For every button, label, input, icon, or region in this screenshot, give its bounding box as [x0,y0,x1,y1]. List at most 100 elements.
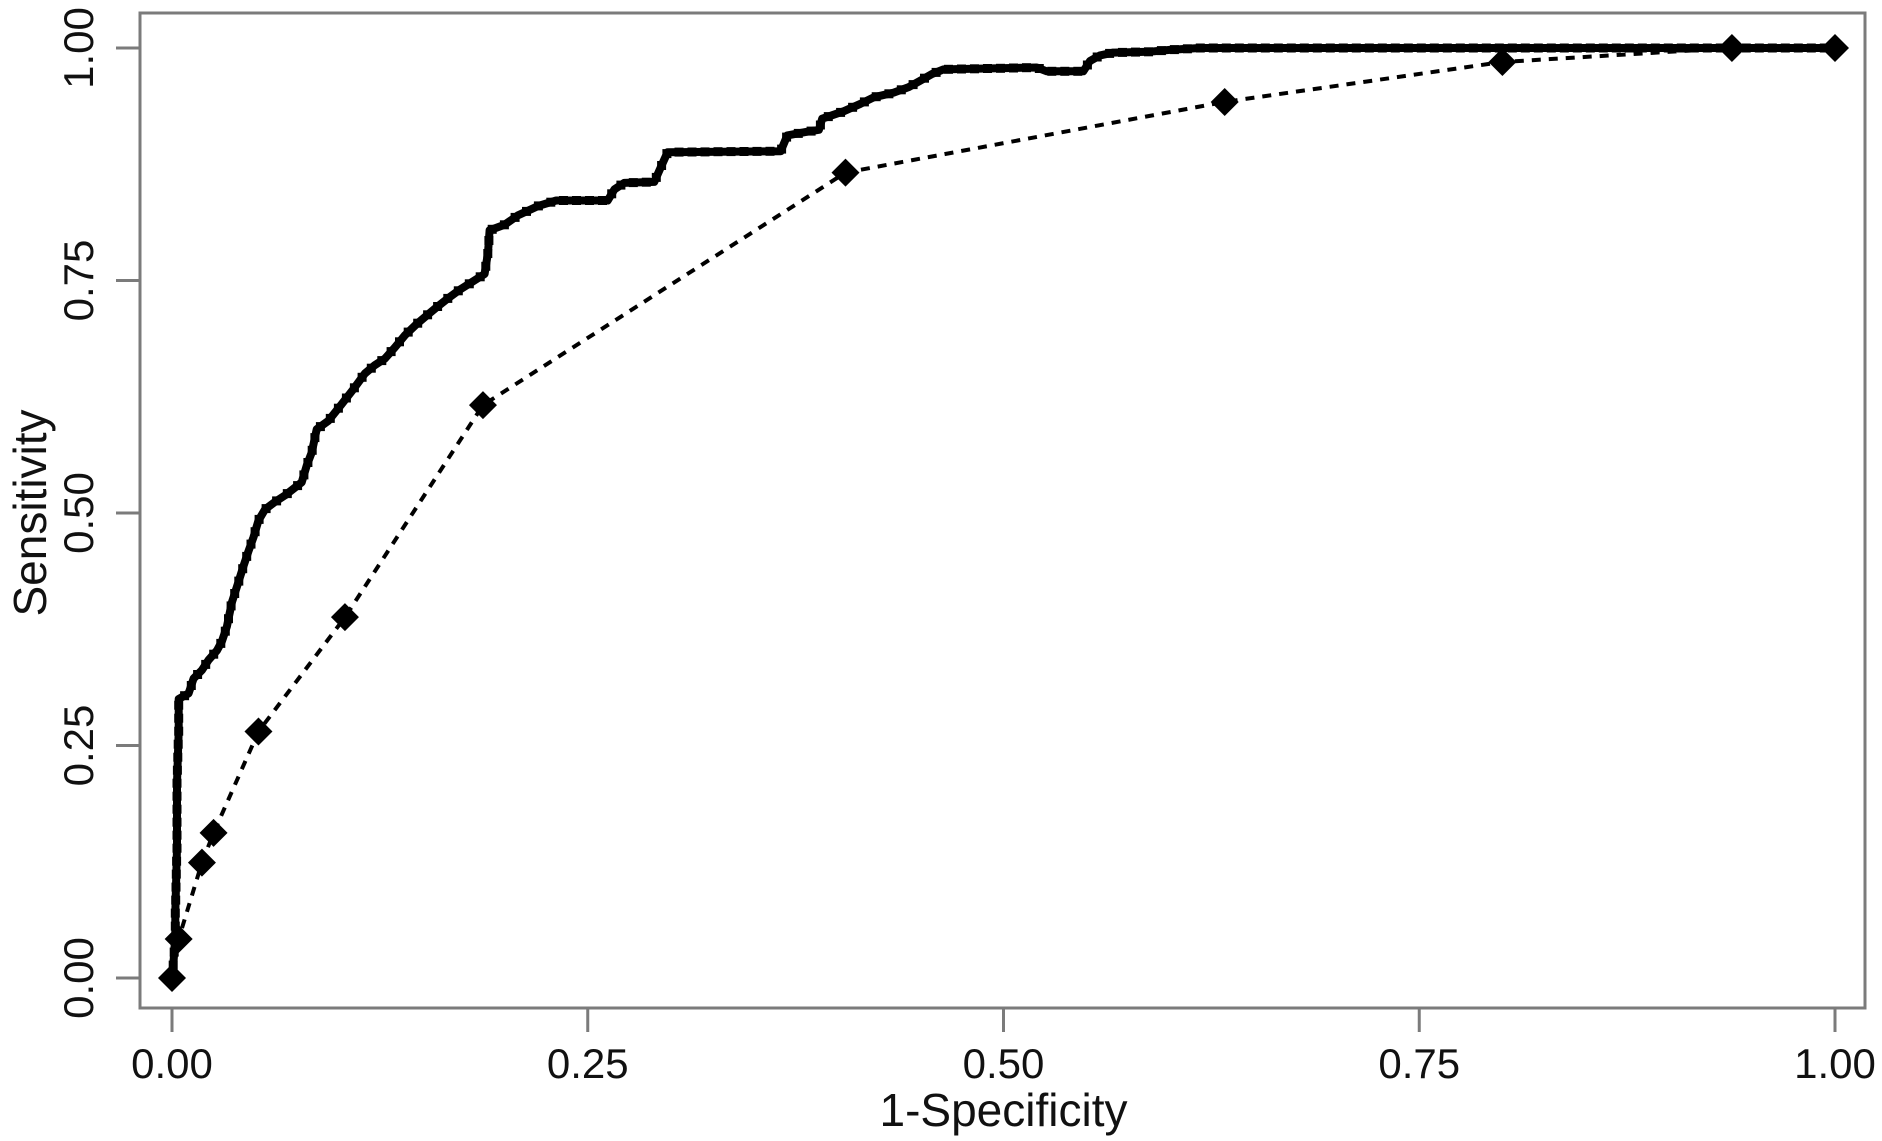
square-marker [170,934,180,944]
square-marker [246,539,256,549]
square-marker [423,310,433,320]
diamond-marker [468,391,497,420]
square-marker [546,197,556,207]
square-marker [174,700,184,710]
square-marker [174,713,184,723]
square-marker [1806,43,1816,53]
diamond-marker [831,158,860,187]
square-marker [983,64,992,73]
square-marker [793,128,803,138]
square-marker [616,180,626,190]
square-marker [169,947,179,957]
square-marker [1082,60,1092,70]
square-marker [307,445,317,455]
square-marker [173,752,183,762]
square-marker [453,286,463,296]
x-tick-label: 0.00 [131,1040,213,1087]
square-marker [585,196,594,205]
square-marker [1034,64,1044,73]
square-marker [1221,43,1231,53]
square-marker [261,504,271,514]
square-marker [1156,46,1166,56]
square-marker [815,120,825,130]
square-marker [1092,52,1102,62]
square-marker [1468,43,1478,53]
square-marker [1364,43,1374,53]
square-marker [172,843,182,853]
square-marker [1009,63,1018,73]
square-marker [1455,43,1465,53]
square-marker [713,147,723,157]
square-marker [325,413,335,423]
y-tick-label: 0.50 [55,472,102,554]
square-marker [172,817,182,827]
square-marker [242,551,252,561]
square-marker [180,691,190,701]
square-marker [174,726,184,736]
square-marker [726,147,736,157]
square-marker [739,147,749,156]
square-marker [303,458,313,467]
square-marker [700,147,710,157]
square-marker [310,433,320,443]
square-marker [1689,43,1699,53]
y-tick-label: 1.00 [55,7,102,89]
square-marker [1780,43,1790,53]
diamond-marker [244,717,273,746]
square-marker [752,146,762,156]
square-marker [172,791,182,801]
square-marker [481,261,491,271]
square-marker [1325,43,1335,53]
square-marker [533,201,543,211]
square-marker [377,356,387,366]
square-marker [1377,43,1387,53]
square-marker [1169,45,1179,55]
square-marker [1195,43,1205,53]
square-marker [250,527,260,537]
x-tick-label: 0.50 [963,1040,1045,1087]
square-marker [357,372,367,382]
diamond-marker [187,848,216,877]
square-marker [641,177,651,187]
square-marker [970,64,979,74]
roc-thick-line [168,44,1839,982]
square-marker [1416,43,1426,53]
square-marker [848,102,858,112]
square-marker [173,739,183,749]
y-axis-title: Sensitivity [4,409,56,616]
square-marker [386,347,396,357]
square-marker [254,514,264,524]
square-marker [657,161,667,170]
square-marker [651,172,661,182]
square-marker [662,149,672,159]
square-marker [234,576,244,586]
square-marker [957,64,966,74]
square-marker [1182,44,1192,54]
square-marker [1351,43,1361,53]
square-marker [272,496,282,506]
square-marker [172,804,182,814]
square-marker [172,778,182,788]
square-marker [167,973,177,983]
square-marker [293,481,303,491]
square-marker [341,393,351,403]
x-axis-title: 1-Specificity [880,1084,1128,1136]
square-marker [806,126,816,136]
square-marker [1273,43,1283,53]
square-marker [1585,43,1595,53]
y-tick-label: 0.25 [55,705,102,787]
square-marker [201,659,211,669]
square-marker [1520,43,1530,53]
square-marker [1754,43,1764,53]
x-tick-label: 0.75 [1378,1040,1460,1087]
y-tick-label: 0.75 [55,240,102,322]
square-marker [823,112,833,122]
square-marker [487,224,497,234]
square-marker [172,830,182,840]
square-marker [193,670,203,679]
square-marker [366,363,376,373]
square-marker [996,63,1005,73]
square-marker [510,212,520,222]
diamond-marker [199,818,228,847]
